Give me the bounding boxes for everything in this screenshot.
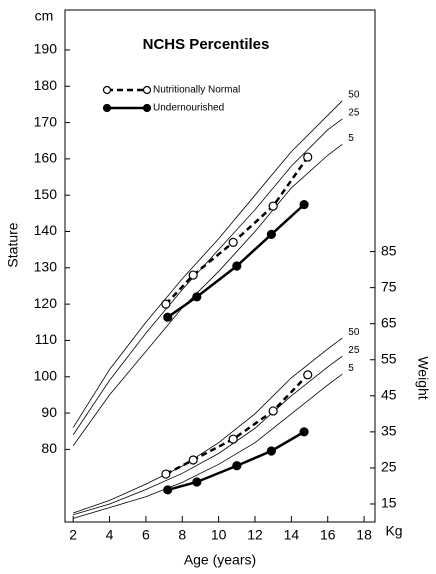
stature-point (192, 292, 202, 302)
x-tick-label: 12 (247, 527, 263, 543)
x-tick-label: 2 (69, 527, 77, 543)
x-tick-label: 16 (320, 527, 336, 543)
y2-tick-label: 25 (381, 459, 397, 475)
percentile-curve (73, 373, 343, 519)
weight-point (299, 427, 309, 437)
percentile-label: 50 (348, 89, 360, 100)
percentile-curve (72, 144, 343, 446)
y-tick-label: 110 (35, 331, 58, 347)
stature-point (188, 270, 198, 280)
y-tick-label: 190 (34, 41, 58, 57)
y2-tick-label: 65 (381, 314, 397, 330)
stature-point (266, 229, 276, 240)
percentile-label: 50 (348, 327, 360, 338)
x-tick-label: 14 (284, 527, 300, 543)
y-tick-label: 100 (34, 367, 58, 383)
percentile-label: 5 (348, 133, 354, 144)
legend-marker (142, 85, 152, 95)
x-tick-label: 4 (106, 527, 114, 543)
stature-line (167, 203, 305, 319)
legend-label: Nutritionally Normal (153, 85, 240, 96)
y-axis-label: Stature (5, 222, 21, 267)
legend-marker (102, 103, 112, 113)
weight-point (266, 446, 276, 456)
percentile-curve (73, 337, 343, 514)
y2-axis-label: Weight (415, 356, 431, 399)
plot-frame (64, 9, 376, 523)
legend-marker (142, 103, 152, 113)
stature-point (268, 201, 278, 211)
y2-tick-label: 15 (381, 495, 397, 511)
percentile-curve (72, 118, 343, 436)
legend-label: Undernourished (153, 103, 224, 114)
stature-point (299, 200, 309, 210)
y-tick-label: 80 (41, 440, 57, 456)
y-tick-label: 120 (34, 295, 58, 311)
weight-point (161, 469, 171, 479)
weight-line (165, 374, 309, 476)
y-unit: cm (35, 8, 54, 24)
stature-line (164, 156, 309, 305)
x-tick-label: 8 (178, 527, 186, 543)
weight-point (192, 477, 202, 487)
y-tick-label: 170 (34, 113, 58, 129)
y-tick-label: 180 (34, 77, 58, 93)
legend-marker (102, 85, 112, 95)
y-tick-label: 160 (34, 150, 58, 166)
y-tick-label: 130 (34, 259, 58, 275)
weight-point (303, 370, 313, 380)
weight-point (232, 461, 242, 471)
weight-point (163, 485, 173, 495)
stature-point (303, 152, 313, 162)
y-tick-label: 90 (41, 404, 57, 420)
stature-point (228, 237, 238, 247)
y2-tick-label: 85 (381, 242, 397, 258)
x-tick-label: 6 (142, 527, 150, 543)
stature-point (232, 261, 242, 271)
x-axis-label: Age (years) (184, 552, 256, 568)
percentile-label: 25 (348, 345, 360, 356)
stature-point (163, 312, 173, 322)
percentile-curve (73, 355, 343, 516)
y-tick-label: 140 (34, 222, 58, 238)
y2-tick-label: 35 (381, 423, 397, 439)
percentile-label: 5 (348, 363, 354, 374)
percentile-label: 25 (348, 108, 360, 119)
x-tick-label: 18 (356, 527, 372, 543)
y-tick-label: 150 (34, 186, 58, 202)
y2-tick-label: 75 (381, 278, 397, 294)
percentile-curve (72, 100, 343, 428)
stature-point (161, 299, 171, 309)
chart-title: NCHS Percentiles (143, 36, 270, 53)
weight-point (188, 455, 198, 465)
y2-unit: Kg (385, 523, 402, 539)
y2-tick-label: 45 (381, 387, 397, 403)
y2-tick-label: 55 (381, 350, 397, 366)
weight-point (228, 434, 238, 444)
x-tick-label: 10 (211, 527, 227, 543)
weight-point (268, 406, 278, 416)
